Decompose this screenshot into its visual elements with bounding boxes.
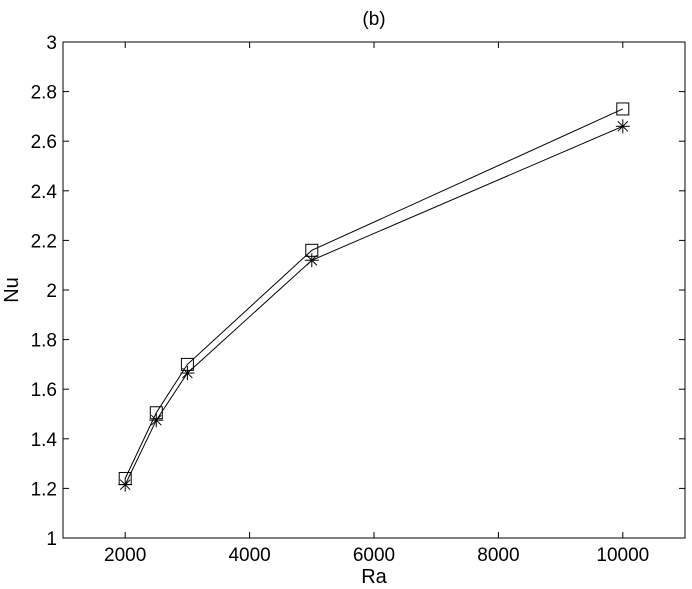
x-tick-label: 2000 xyxy=(104,545,146,566)
asterisk-marker xyxy=(118,477,133,492)
x-tick-label: 10000 xyxy=(596,545,649,566)
series-2 xyxy=(118,119,630,492)
y-tick-label: 2 xyxy=(46,281,57,302)
series-line xyxy=(124,108,624,479)
y-tick-label: 1.6 xyxy=(31,380,57,401)
x-tick-label: 6000 xyxy=(353,545,395,566)
plot-area xyxy=(62,41,686,539)
x-tick-label: 4000 xyxy=(228,545,270,566)
series-1 xyxy=(118,102,630,485)
y-tick-label: 2.4 xyxy=(31,182,58,203)
x-tick-label: 8000 xyxy=(477,545,519,566)
y-tick-label: 3 xyxy=(46,33,57,54)
y-tick-label: 1.4 xyxy=(31,430,58,451)
asterisk-marker xyxy=(149,413,164,428)
y-tick-label: 2.2 xyxy=(31,231,57,252)
y-tick-label: 2.6 xyxy=(31,132,57,153)
y-axis: 1 1.2 1.4 1.6 1.8 2 2.2 2.4 2.6 2.8 3 xyxy=(31,33,685,550)
y-tick-label: 1 xyxy=(46,529,57,550)
y-axis-label: Nu xyxy=(1,277,23,303)
chart-title: (b) xyxy=(362,9,385,30)
x-axis: 2000 4000 6000 8000 10000 xyxy=(104,42,649,566)
y-tick-label: 2.8 xyxy=(31,83,57,104)
series-line xyxy=(124,125,623,485)
x-axis-label: Ra xyxy=(361,566,387,588)
asterisk-marker xyxy=(180,366,195,381)
square-marker xyxy=(616,102,630,116)
y-tick-label: 1.8 xyxy=(31,331,57,352)
series-layer xyxy=(118,102,630,492)
asterisk-marker xyxy=(615,119,630,134)
y-tick-label: 1.2 xyxy=(31,479,57,500)
asterisk-marker xyxy=(304,253,319,268)
